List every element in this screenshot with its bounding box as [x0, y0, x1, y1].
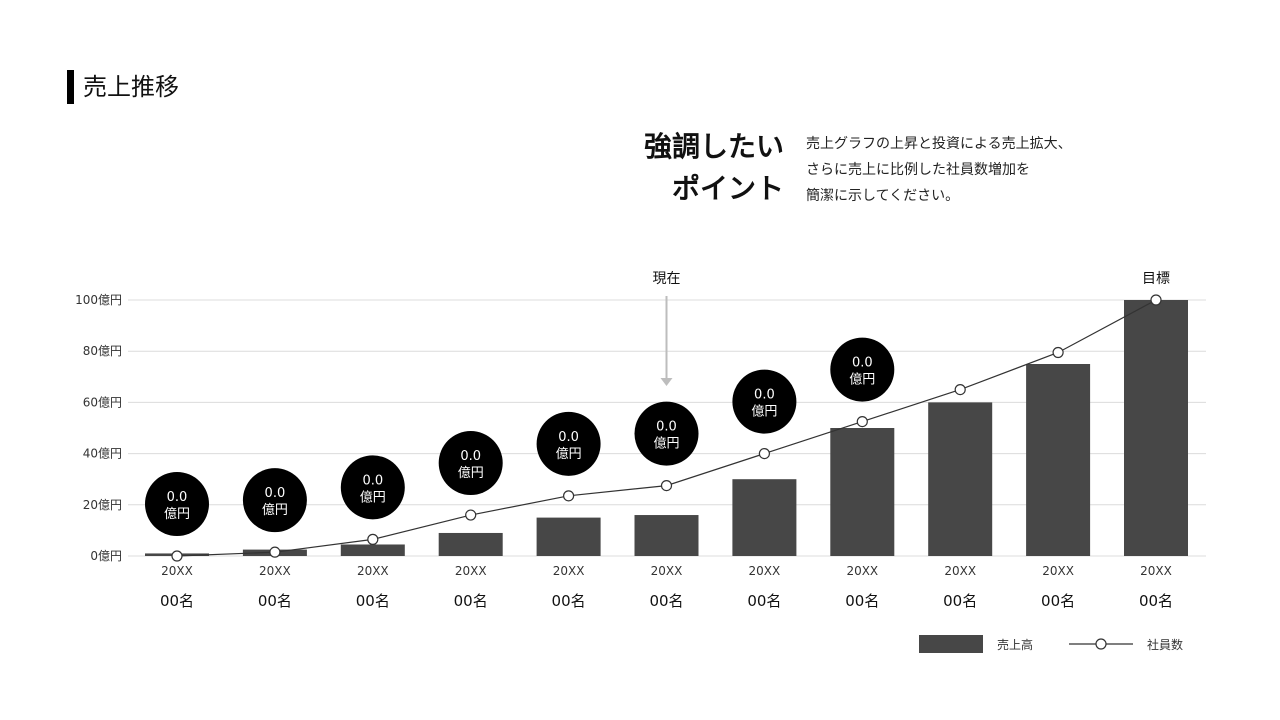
employee-count-label: 00名 — [258, 592, 292, 610]
y-tick-label: 20億円 — [83, 498, 122, 512]
value-bubble — [830, 337, 895, 402]
x-tick-label: 20XX — [944, 564, 976, 578]
headline-line2: ポイント — [671, 172, 784, 205]
bubble-value: 0.0 — [460, 449, 481, 464]
bubble-unit: 億円 — [556, 446, 582, 462]
employee-count-label: 00名 — [1139, 592, 1173, 610]
employee-count-label: 00名 — [943, 592, 977, 610]
value-bubble — [634, 401, 699, 466]
x-tick-label: 20XX — [1042, 564, 1074, 578]
value-bubble — [340, 455, 405, 520]
employee-count-label: 00名 — [649, 592, 683, 610]
bar — [1124, 300, 1188, 556]
bar — [536, 517, 601, 556]
employee-point — [171, 550, 183, 562]
employee-point — [758, 448, 771, 460]
legend-line-marker — [1095, 638, 1107, 650]
bubble-unit: 億円 — [653, 436, 679, 452]
employee-count-label: 00名 — [845, 592, 879, 610]
x-tick-label: 20XX — [1140, 564, 1172, 578]
bubble-value: 0.0 — [852, 356, 873, 371]
bubble-unit: 億円 — [458, 465, 484, 481]
title-accent-bar — [67, 70, 74, 104]
y-tick-label: 100億円 — [75, 293, 122, 307]
page-title: 売上推移 — [83, 73, 179, 101]
bar — [438, 532, 503, 556]
bubble-unit: 億円 — [262, 502, 288, 518]
x-tick-label: 20XX — [651, 564, 683, 578]
value-bubble — [438, 431, 503, 496]
x-tick-label: 20XX — [553, 564, 585, 578]
legend-bar-label: 売上高 — [997, 637, 1033, 652]
x-tick-label: 20XX — [161, 564, 193, 578]
x-tick-label: 20XX — [455, 564, 487, 578]
legend-bar-swatch — [919, 635, 983, 653]
y-tick-label: 0億円 — [90, 549, 122, 563]
headline: 強調したい ポイント — [600, 126, 784, 210]
value-bubble — [145, 472, 209, 536]
bar — [928, 402, 993, 556]
bar — [1026, 364, 1091, 556]
employee-count-label: 00名 — [552, 592, 586, 610]
headline-line1: 強調したい — [643, 130, 784, 163]
bubble-value: 0.0 — [362, 473, 383, 488]
annotation-label: 現在 — [653, 271, 681, 287]
description: 売上グラフの上昇と投資による売上拡大、 さらに売上に比例した社員数増加を 簡潔に… — [806, 136, 1072, 204]
employee-point — [562, 490, 575, 502]
value-bubble — [536, 411, 601, 476]
bar — [830, 428, 895, 556]
employee-point — [465, 509, 477, 521]
employee-count-label: 00名 — [747, 592, 781, 610]
bar — [340, 544, 405, 556]
y-tick-label: 60億円 — [83, 395, 122, 409]
bubble-value: 0.0 — [167, 490, 188, 505]
x-tick-label: 20XX — [846, 564, 878, 578]
bubble-value: 0.0 — [754, 388, 775, 403]
bubble-unit: 億円 — [751, 404, 777, 420]
bubble-value: 0.0 — [656, 420, 677, 435]
employee-point — [1052, 346, 1064, 359]
bubble-unit: 億円 — [360, 489, 386, 505]
x-tick-label: 20XX — [749, 564, 781, 578]
annotation-label: 目標 — [1142, 271, 1170, 287]
employee-point — [1150, 294, 1162, 306]
bubble-value: 0.0 — [265, 486, 286, 501]
employee-point — [367, 533, 379, 545]
employee-point — [856, 416, 868, 428]
x-tick-label: 20XX — [357, 564, 389, 578]
bar — [634, 515, 699, 556]
bubble-unit: 億円 — [849, 372, 875, 388]
value-bubble — [732, 369, 797, 434]
y-tick-label: 80億円 — [83, 344, 122, 358]
employee-point — [954, 384, 966, 396]
bubble-unit: 億円 — [164, 506, 190, 522]
employee-count-label: 00名 — [356, 592, 390, 610]
value-bubble — [242, 468, 307, 533]
employee-count-label: 00名 — [1041, 592, 1075, 610]
employee-count-label: 00名 — [160, 592, 194, 610]
employee-point — [269, 546, 281, 558]
y-tick-label: 40億円 — [83, 447, 122, 461]
bubble-value: 0.0 — [558, 430, 579, 445]
bar — [732, 479, 797, 556]
employee-count-label: 00名 — [454, 592, 488, 610]
legend-line-label: 社員数 — [1147, 637, 1183, 652]
employee-point — [660, 480, 673, 492]
annotation-arrow-head — [660, 378, 673, 386]
x-tick-label: 20XX — [259, 564, 291, 578]
